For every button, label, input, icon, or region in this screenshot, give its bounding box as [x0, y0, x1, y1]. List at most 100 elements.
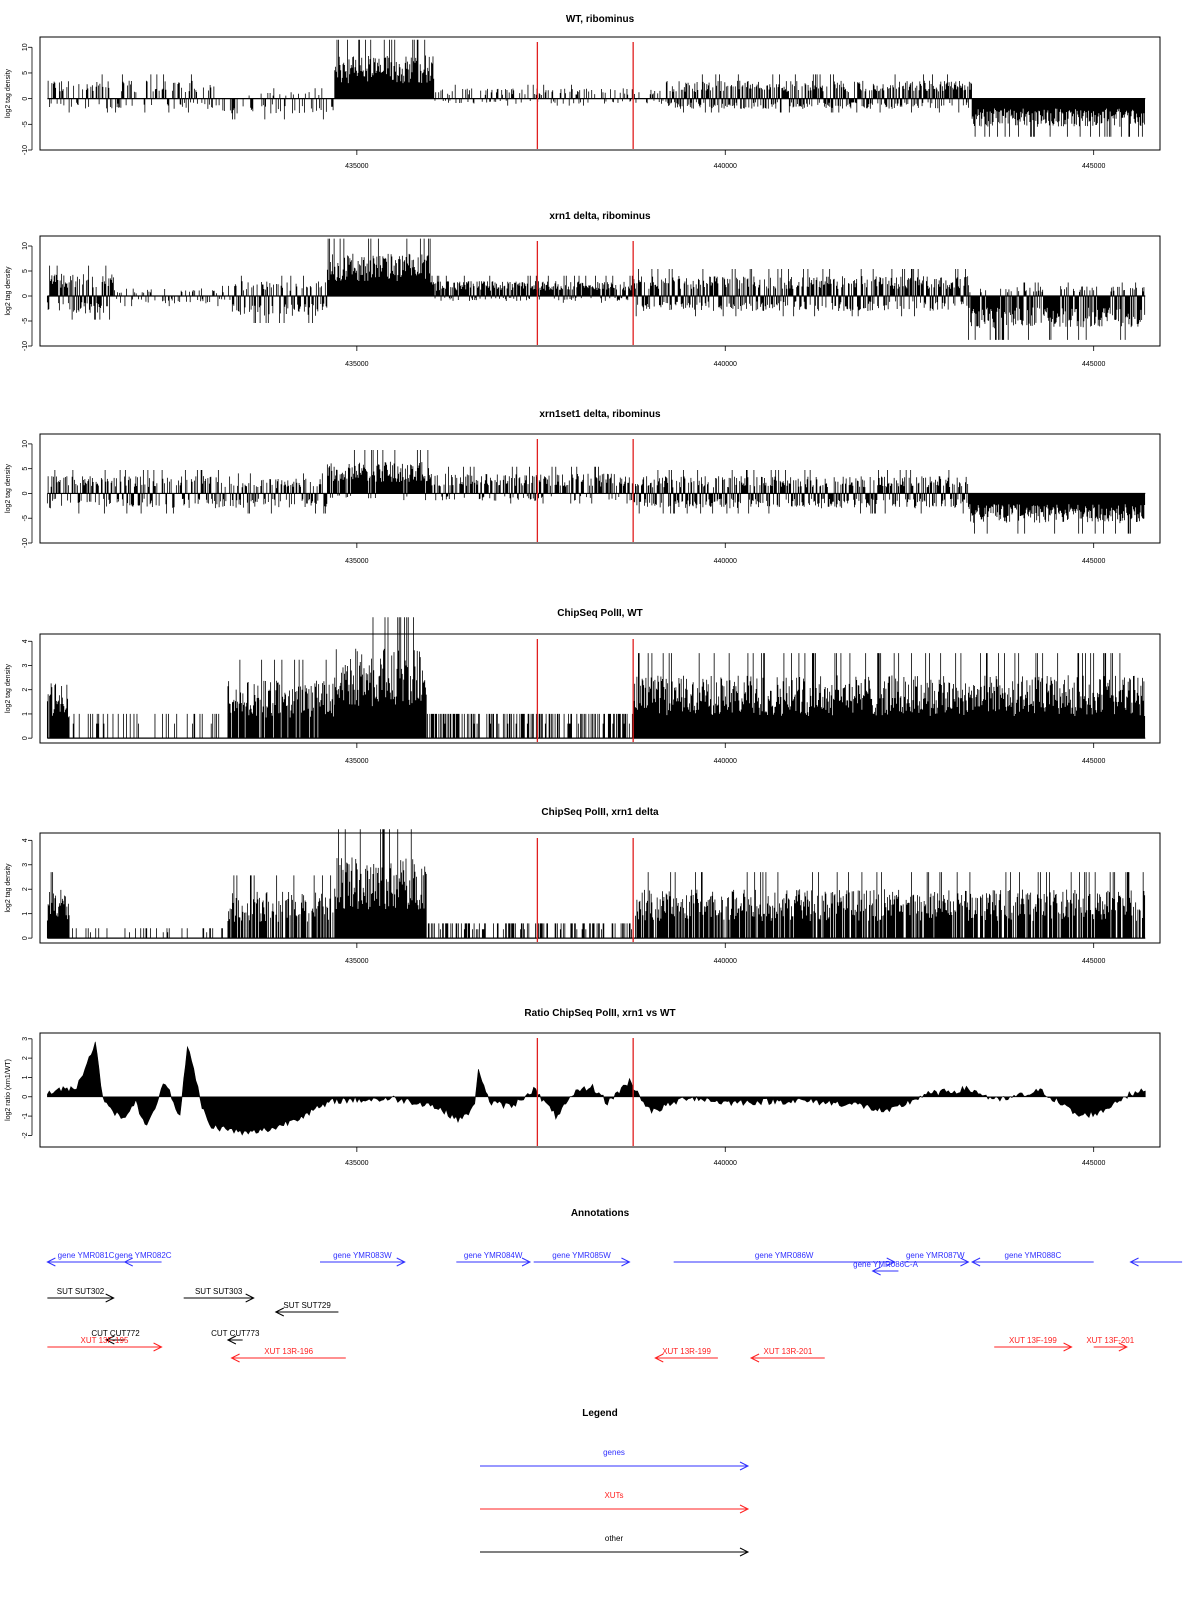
x-tick-label: 440000: [714, 558, 737, 565]
feature-arrowhead: [245, 1293, 255, 1303]
y-tick-label: 10: [22, 242, 29, 250]
plot-frame: [39, 235, 1161, 347]
ratio-area: [47, 1041, 1146, 1136]
annotation-feature: gene YMR086C-A: [853, 1260, 919, 1276]
annotation-feature: gene YMR081C: [46, 1251, 125, 1267]
y-tick-label: 0: [22, 491, 29, 495]
feature-arrowhead: [274, 1307, 285, 1317]
y-tick-label: 1: [22, 912, 29, 916]
chart-panel-2: xrn1 delta, ribominus log2 tag density -10…: [5, 211, 1161, 368]
feature-label: SUT SUT302: [57, 1287, 105, 1296]
annotation-feature: XUT 13F-199: [994, 1336, 1073, 1352]
feature-label: gene YMR082C: [115, 1251, 172, 1260]
x-tick-label: 440000: [714, 1160, 737, 1167]
feature-label: gene YMR086C-A: [853, 1260, 918, 1269]
annotation-feature: SUT SUT302: [47, 1287, 115, 1303]
feature-arrowhead: [621, 1257, 631, 1267]
feature-label: gene YMR084W: [464, 1251, 523, 1260]
x-tick-label: 435000: [345, 558, 368, 565]
annotation-feature: gene YMR082C: [115, 1251, 172, 1267]
x-tick-label: 440000: [714, 163, 737, 170]
y-tick-label: 0: [22, 1095, 29, 1099]
chart-title: xrn1 delta, ribominus: [549, 211, 651, 222]
feature-arrowhead: [749, 1353, 760, 1363]
y-tick-label: 1: [22, 1075, 29, 1079]
x-tick-label: 445000: [1082, 1160, 1105, 1167]
y-tick-label: 5: [22, 269, 29, 273]
y-tick-label: 3: [22, 863, 29, 867]
annotation-feature: [1129, 1257, 1183, 1267]
y-tick-label: 4: [22, 639, 29, 643]
annotation-feature: SUT SUT729: [274, 1301, 339, 1317]
legend-item: genes: [480, 1448, 750, 1471]
feature-arrowhead: [960, 1257, 970, 1267]
feature-arrowhead: [105, 1293, 115, 1303]
legend-item-arrowhead: [739, 1504, 750, 1514]
y-tick-label: -5: [22, 515, 29, 521]
x-tick-label: 445000: [1082, 758, 1105, 765]
signal-bars: [46, 617, 1146, 739]
y-tick-label: -10: [22, 341, 29, 351]
chart-title: Ratio ChipSeq PolII, xrn1 vs WT: [524, 1008, 675, 1019]
plot-frame: [39, 433, 1161, 544]
feature-label: gene YMR083W: [333, 1251, 392, 1260]
y-tick-label: 0: [22, 97, 29, 101]
signal-bars: [47, 39, 1146, 137]
x-tick-label: 440000: [714, 958, 737, 965]
y-tick-label: 2: [22, 1056, 29, 1060]
annotation-feature: gene YMR087W: [902, 1251, 970, 1267]
x-tick-label: 435000: [345, 758, 368, 765]
feature-label: XUT 13R-199: [662, 1347, 711, 1356]
legend-item-label: XUTs: [604, 1491, 623, 1500]
chart-title: xrn1set1 delta, ribominus: [539, 409, 661, 420]
feature-arrowhead: [1129, 1257, 1139, 1267]
feature-arrowhead: [46, 1257, 56, 1267]
annotation-feature: XUT 13R-201: [749, 1347, 825, 1363]
signal-bars: [46, 829, 1146, 939]
annotation-feature: XUT 13F-201: [1086, 1336, 1135, 1352]
legend-title: Legend: [582, 1408, 618, 1419]
x-tick-label: 445000: [1082, 361, 1105, 368]
legend-item: other: [480, 1534, 750, 1557]
chart-title: ChipSeq PolII, xrn1 delta: [541, 807, 659, 818]
y-tick-label: 0: [22, 936, 29, 940]
signal-bars: [46, 238, 1146, 340]
y-tick-label: 4: [22, 838, 29, 842]
y-axis-label: log2 tag density: [5, 863, 12, 913]
annotation-feature: gene YMR088C: [970, 1251, 1094, 1267]
feature-label: CUT CUT772: [91, 1329, 140, 1338]
annotation-feature: CUT CUT773: [211, 1329, 260, 1345]
y-tick-label: 0: [22, 736, 29, 740]
annotation-feature: XUT 13R-196: [230, 1347, 346, 1363]
chart-panel-3: xrn1set1 delta, ribominus log2 tag densit…: [5, 409, 1161, 565]
signal-bars: [46, 450, 1146, 534]
x-tick-label: 435000: [345, 163, 368, 170]
legend-item-label: genes: [603, 1448, 625, 1457]
feature-arrowhead: [123, 1257, 133, 1267]
y-tick-label: -10: [22, 145, 29, 155]
feature-arrowhead: [1063, 1342, 1073, 1352]
feature-label: XUT 13R-201: [764, 1347, 813, 1356]
annotations-track: Annotations gene YMR081C gene YMR082C gene …: [46, 1208, 1183, 1363]
y-axis-label: log2 tag density: [5, 663, 12, 713]
x-tick-label: 440000: [714, 361, 737, 368]
feature-label: SUT SUT729: [283, 1301, 331, 1310]
y-tick-label: 10: [22, 440, 29, 448]
y-tick-label: -10: [22, 538, 29, 548]
x-tick-label: 445000: [1082, 163, 1105, 170]
annotation-feature: gene YMR086W: [673, 1251, 896, 1267]
feature-label: gene YMR081C: [58, 1251, 115, 1260]
y-tick-label: 2: [22, 887, 29, 891]
feature-arrowhead: [521, 1257, 532, 1267]
x-tick-label: 435000: [345, 361, 368, 368]
annotation-feature: SUT SUT303: [183, 1287, 255, 1303]
legend-item-arrowhead: [739, 1547, 750, 1557]
annotations-title: Annotations: [571, 1208, 630, 1219]
legend: Legend genes XUTs other: [480, 1408, 750, 1557]
feature-label: gene YMR085W: [552, 1251, 611, 1260]
legend-item-arrowhead: [739, 1461, 750, 1471]
x-tick-label: 435000: [345, 1160, 368, 1167]
plot-frame: [39, 36, 1161, 151]
y-tick-label: 3: [22, 663, 29, 667]
